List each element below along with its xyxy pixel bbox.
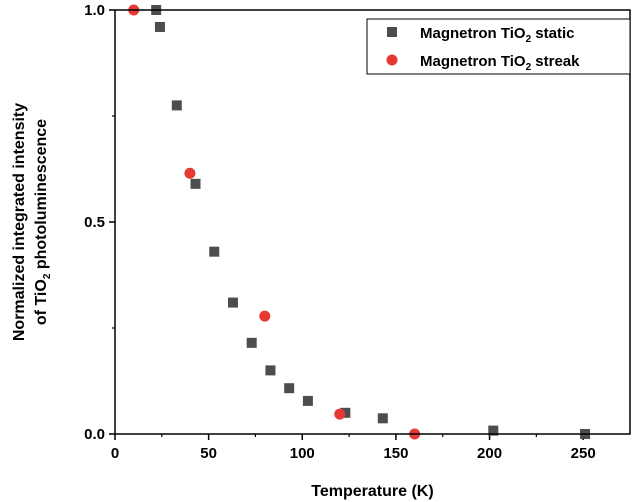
streak-data-point xyxy=(184,168,195,179)
static-data-point xyxy=(247,338,257,348)
legend-label-static-suffix: static xyxy=(531,25,574,42)
x-tick-label: 0 xyxy=(111,445,119,462)
x-tick-label: 200 xyxy=(477,445,502,462)
streak-data-point xyxy=(259,311,270,322)
legend-marker-static xyxy=(387,27,397,37)
x-tick-label: 250 xyxy=(571,445,596,462)
static-data-point xyxy=(378,413,388,423)
y-tick-label: 1.0 xyxy=(84,2,105,19)
y-tick-label: 0.5 xyxy=(84,214,105,231)
x-tick-label: 100 xyxy=(290,445,315,462)
legend: Magnetron TiO2 static Magnetron TiO2 str… xyxy=(367,19,630,74)
static-data-point xyxy=(155,22,165,32)
y-axis-title-line2: of TiO2 photoluminescence xyxy=(33,119,53,325)
y-tick-label: 0.0 xyxy=(84,426,105,443)
streak-data-point xyxy=(334,409,345,420)
y-axis-title-prefix: of TiO xyxy=(33,279,50,325)
static-data-point xyxy=(191,179,201,189)
y-axis-title-line1: Normalized integrated intensity xyxy=(11,103,28,341)
legend-label-streak-prefix: Magnetron TiO xyxy=(420,53,526,70)
y-axis-title-suffix: photoluminescence xyxy=(33,119,50,274)
legend-label-streak-suffix: streak xyxy=(531,53,580,70)
static-data-point xyxy=(172,100,182,110)
x-tick-label: 50 xyxy=(200,445,217,462)
x-tick-label: 150 xyxy=(383,445,408,462)
static-data-point xyxy=(265,365,275,375)
legend-marker-streak xyxy=(387,55,398,66)
static-data-point xyxy=(284,383,294,393)
legend-label-static-prefix: Magnetron TiO xyxy=(420,25,526,42)
static-data-point xyxy=(303,396,313,406)
x-axis-title: Temperature (K) xyxy=(311,483,433,500)
static-data-point xyxy=(228,298,238,308)
static-data-point xyxy=(209,247,219,257)
